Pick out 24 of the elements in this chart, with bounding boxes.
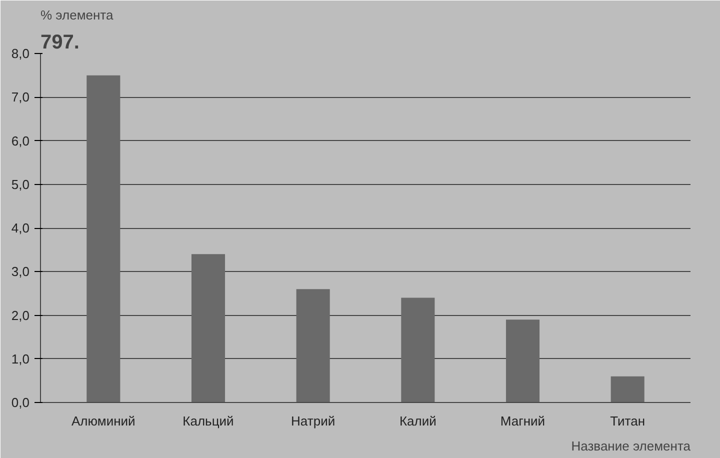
y-tick-label: 7,0 (11, 90, 30, 105)
x-tick-label: Натрий (291, 414, 336, 428)
bar (610, 376, 644, 402)
bar (506, 320, 540, 402)
bar (86, 75, 120, 402)
y-tick-label: 2,0 (11, 308, 30, 323)
x-tick-label: Кальций (182, 414, 234, 428)
y-tick-label: 1,0 (11, 351, 30, 366)
bar (401, 298, 435, 402)
y-axis-title: % элемента (40, 8, 114, 22)
x-axis-title: Название элемента (571, 438, 692, 454)
y-tick-label: 4,0 (11, 220, 30, 236)
y-tick-label: 3,0 (11, 264, 30, 280)
y-tick-label: 6,0 (11, 133, 30, 148)
x-tick-label: Калий (399, 414, 436, 428)
text: 797. (40, 32, 80, 54)
x-tick-label: Алюминий (72, 414, 136, 428)
y-tick-label: 0,0 (11, 395, 30, 410)
x-tick-label: Магний (500, 414, 546, 428)
x-tick-label: Титан (610, 414, 646, 428)
y-tick-label: 8,0 (11, 46, 30, 61)
bar (296, 289, 330, 402)
bar (191, 254, 226, 402)
y-tick-label: 5,0 (11, 176, 30, 192)
